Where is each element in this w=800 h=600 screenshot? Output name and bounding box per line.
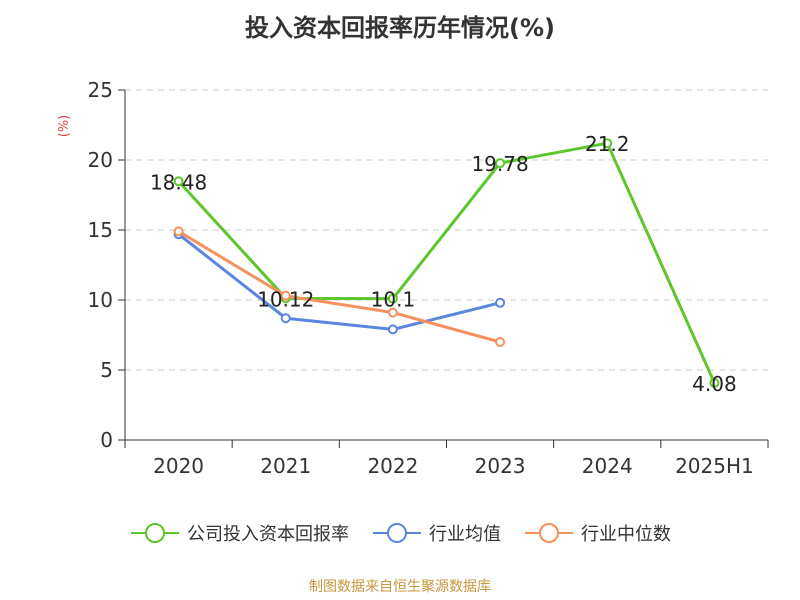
data-label: 10.12 xyxy=(257,287,314,311)
legend-item[interactable]: 行业均值 xyxy=(371,520,501,546)
legend-label: 行业均值 xyxy=(429,524,501,545)
data-point xyxy=(495,158,506,169)
y-tick-label: 20 xyxy=(88,148,113,172)
data-label: 19.78 xyxy=(471,152,528,176)
legend-marker xyxy=(525,523,573,543)
legend-label: 公司投入资本回报率 xyxy=(187,524,349,545)
legend-marker-dot xyxy=(539,523,559,543)
chart-title: 投入资本回报率历年情况(%) xyxy=(245,14,555,42)
series-line-0 xyxy=(177,141,716,384)
y-tick-label: 5 xyxy=(100,358,113,382)
x-tick-label: 2023 xyxy=(475,454,526,478)
legend-marker xyxy=(131,523,179,543)
legend-item[interactable]: 公司投入资本回报率 xyxy=(129,520,349,546)
data-point xyxy=(387,293,398,304)
axes xyxy=(118,89,769,448)
series-lines xyxy=(173,138,720,388)
data-point xyxy=(173,176,184,187)
legend-marker-dot xyxy=(387,523,407,543)
legend-label: 行业中位数 xyxy=(581,524,671,545)
legend-marker xyxy=(373,523,421,543)
x-tick-label: 2025H1 xyxy=(675,454,754,478)
series-line-2 xyxy=(177,230,501,344)
x-tick-labels: 2020 2021 2022 2023 2024 2025H1 xyxy=(153,454,754,478)
y-axis-label: (%) xyxy=(57,115,72,138)
data-point xyxy=(495,297,506,308)
source-note: 制图数据来自恒生聚源数据库 xyxy=(309,579,491,595)
data-point xyxy=(280,290,291,301)
data-label: 21.2 xyxy=(585,132,630,156)
y-tick-label: 0 xyxy=(100,428,113,452)
data-point xyxy=(280,313,291,324)
y-tick-label: 10 xyxy=(88,288,113,312)
data-label: 18.48 xyxy=(150,170,207,194)
data-point xyxy=(495,337,506,347)
data-point xyxy=(387,324,398,335)
data-label: 4.08 xyxy=(692,372,737,396)
data-point xyxy=(602,138,613,149)
data-point xyxy=(387,307,398,318)
y-tick-label: 25 xyxy=(88,78,113,102)
x-tick-label: 2020 xyxy=(153,454,204,478)
x-tick-label: 2021 xyxy=(260,454,311,478)
x-tick-label: 2024 xyxy=(582,454,633,478)
data-labels: 18.48 10.12 10.1 19.78 21.2 4.08 xyxy=(150,132,737,396)
legend-item[interactable]: 行业中位数 xyxy=(523,520,671,546)
data-point xyxy=(709,377,720,388)
y-tick-label: 15 xyxy=(88,218,113,242)
y-tick-labels: 0 5 10 15 20 25 xyxy=(88,78,113,452)
data-label: 10.1 xyxy=(371,288,416,312)
legend: 公司投入资本回报率 行业均值 行业中位数 xyxy=(0,520,800,546)
legend-marker-dot xyxy=(145,523,165,543)
data-point xyxy=(173,226,184,237)
series-line-1 xyxy=(177,233,501,331)
x-tick-label: 2022 xyxy=(367,454,418,478)
